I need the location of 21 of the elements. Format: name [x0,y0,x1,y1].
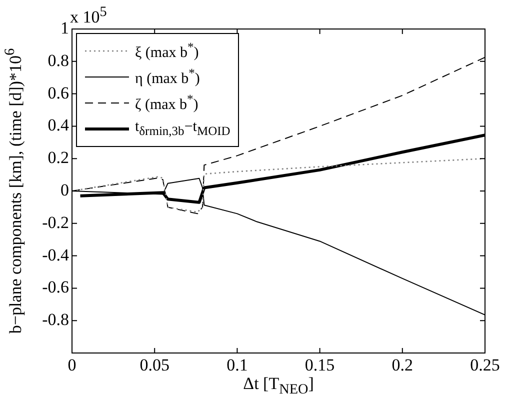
x-tick-label: 0.25 [470,356,500,375]
y-tick-label: -0.8 [42,310,69,330]
x-tick-label: 0.05 [140,356,170,375]
legend-label: ζ (max b$^{*}$) [135,92,198,114]
x-tick-label: 0.2 [392,356,414,375]
y-tick-label: -0.4 [42,245,70,264]
text: x 10$^{5}$ [70,4,107,28]
legend-label: ξ (max b$^{*}$) [135,40,199,62]
y-tick-label: 0.2 [48,148,69,168]
x-axis-title: Δt [T$_{NEO}$] [243,374,314,398]
y-tick-label: -0.6 [42,278,69,297]
legend-label: η (max b$^{*}$) [135,66,200,88]
y-tick-label: 0 [60,180,69,200]
y-tick-label: -0.2 [42,212,69,232]
x-tick-label: 0.1 [226,356,248,375]
y-tick-label: 0.8 [48,50,69,70]
y-tick-label: 1 [60,18,69,38]
y-tick-label: 0.4 [48,116,70,135]
y-tick-label: 0.6 [48,83,69,102]
x-tick-label: 0.15 [304,356,335,375]
legend-label: t$_{δr}$$_{min,3b}$−t$_{MOID}$ [135,119,230,139]
